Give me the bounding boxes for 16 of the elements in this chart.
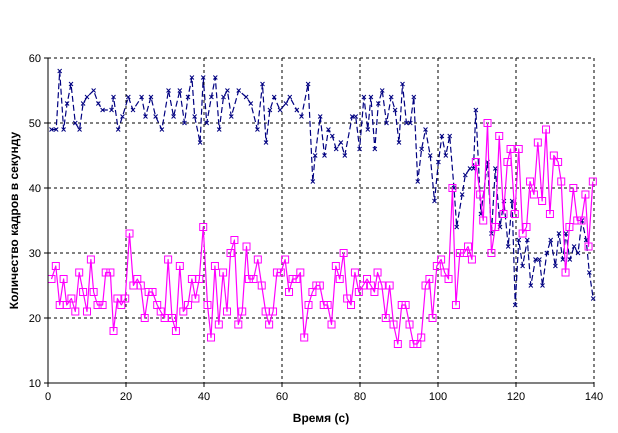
y-axis-title: Количество кадров в секунду <box>7 132 21 310</box>
y-tick-label: 60 <box>28 53 41 65</box>
y-tick-label: 20 <box>28 313 41 325</box>
x-tick-label: 140 <box>584 391 604 403</box>
y-tick-label: 10 <box>28 378 41 390</box>
y-tick-label: 40 <box>28 183 41 195</box>
y-tick-label: 30 <box>28 248 41 260</box>
x-axis-title: Время (с) <box>292 411 350 425</box>
x-tick-label: 80 <box>354 391 366 403</box>
x-tick-label: 100 <box>428 391 448 403</box>
x-tick-label: 40 <box>198 391 210 403</box>
x-tick-label: 60 <box>276 391 288 403</box>
x-tick-label: 0 <box>44 391 52 403</box>
x-tick-label: 20 <box>120 391 132 403</box>
x-tick-label: 120 <box>506 391 526 403</box>
y-tick-label: 50 <box>28 118 41 130</box>
